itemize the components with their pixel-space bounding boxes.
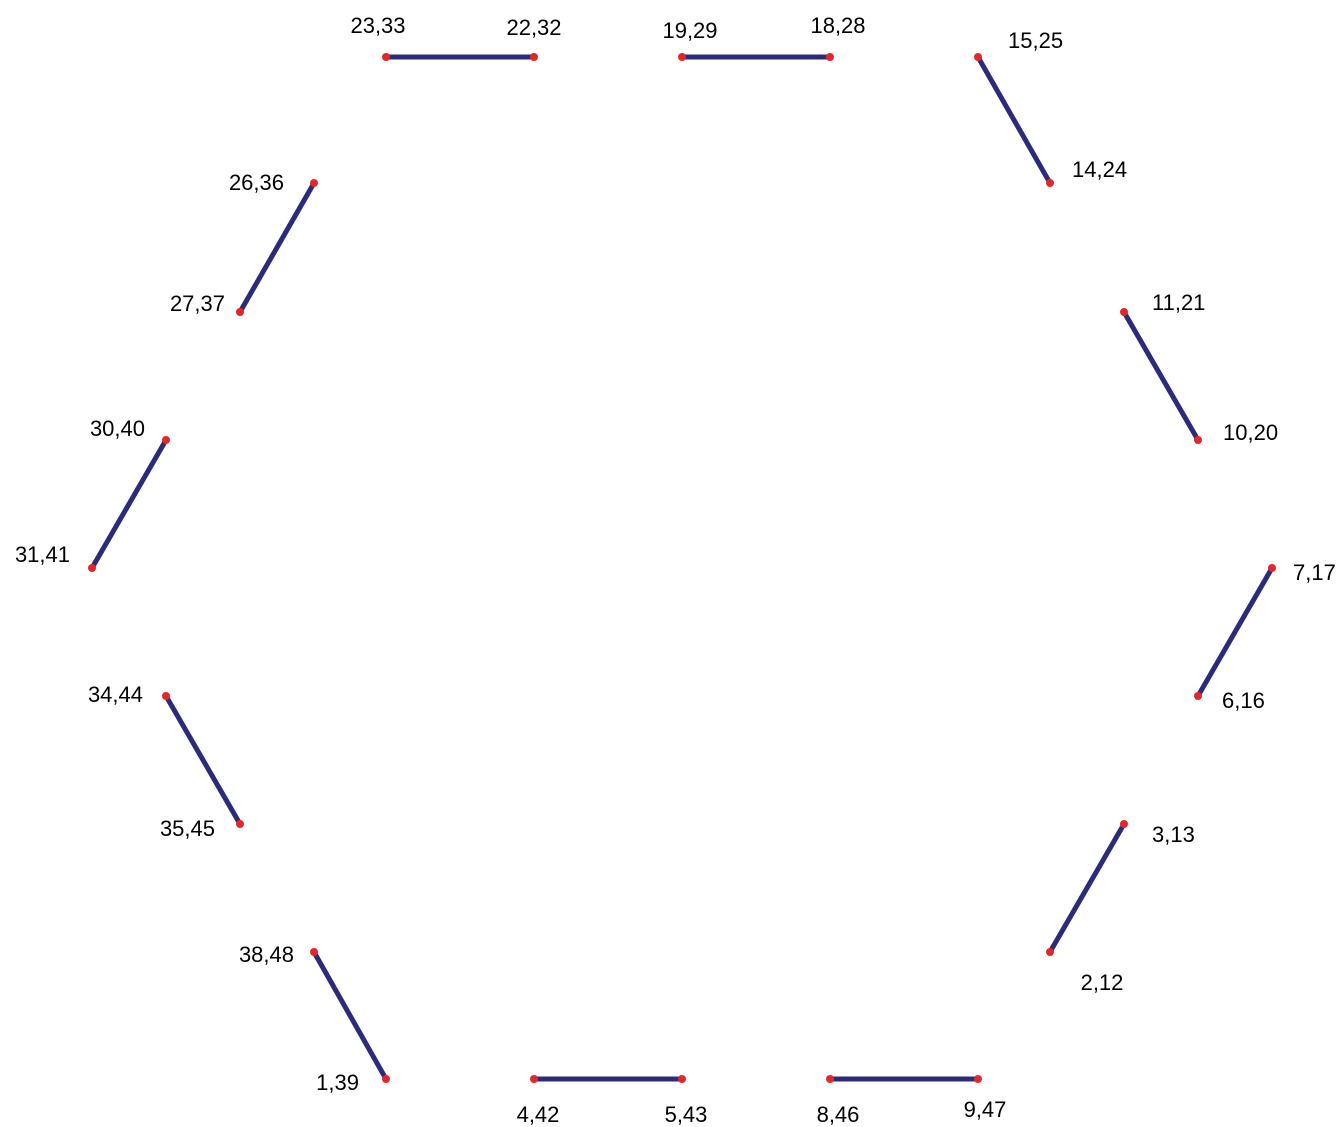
node-dot-n31_41 <box>88 564 96 572</box>
node-dot-n5_43 <box>678 1075 686 1083</box>
node-label-n4_42: 4,42 <box>517 1102 560 1127</box>
edge-n31_41-n30_40 <box>89 438 169 570</box>
node-label-n34_44: 34,44 <box>88 682 143 707</box>
node-dot-n14_24 <box>1046 179 1054 187</box>
node-dot-n19_29 <box>678 53 686 61</box>
node-dot-n2_12 <box>1046 948 1054 956</box>
edge-n11_21-n10_20 <box>1121 310 1201 442</box>
node-label-n9_47: 9,47 <box>964 1097 1007 1122</box>
node-label-n31_41: 31,41 <box>15 542 70 567</box>
node-label-n10_20: 10,20 <box>1223 420 1278 445</box>
node-label-n11_21: 11,21 <box>1152 290 1205 315</box>
node-label-n19_29: 19,29 <box>662 18 717 43</box>
edge-n3_13-n2_12 <box>1047 822 1127 954</box>
node-dot-n1_39 <box>382 1075 390 1083</box>
node-label-n23_33: 23,33 <box>350 13 405 38</box>
node-label-n38_48: 38,48 <box>239 942 294 967</box>
node-label-n14_24: 14,24 <box>1072 157 1127 182</box>
node-label-n2_12: 2,12 <box>1081 970 1124 995</box>
node-dot-n23_33 <box>382 53 390 61</box>
edge-n15_25-n14_24 <box>975 55 1053 185</box>
node-label-n1_39: 1,39 <box>316 1070 359 1095</box>
node-dot-n35_45 <box>236 820 244 828</box>
node-dot-n6_16 <box>1194 692 1202 700</box>
node-dot-n10_20 <box>1194 436 1202 444</box>
node-label-n7_17: 7,17 <box>1293 560 1336 585</box>
node-label-n26_36: 26,36 <box>229 170 284 195</box>
nodes-layer <box>88 53 1276 1083</box>
node-label-n5_43: 5,43 <box>665 1102 708 1127</box>
node-dot-n26_36 <box>310 179 318 187</box>
node-dot-n30_40 <box>162 436 170 444</box>
node-label-n22_32: 22,32 <box>506 15 561 40</box>
edges-layer <box>89 54 1275 1082</box>
edge-n35_45-n34_44 <box>163 694 243 826</box>
node-label-n6_16: 6,16 <box>1222 688 1265 713</box>
node-label-n3_13: 3,13 <box>1152 822 1195 847</box>
node-dot-n11_21 <box>1120 308 1128 316</box>
node-label-n8_46: 8,46 <box>817 1102 860 1127</box>
node-dot-n18_28 <box>826 53 834 61</box>
node-label-n15_25: 15,25 <box>1008 28 1063 53</box>
node-dot-n9_47 <box>974 1075 982 1083</box>
node-dot-n22_32 <box>530 53 538 61</box>
node-dot-n15_25 <box>974 53 982 61</box>
node-dot-n3_13 <box>1120 820 1128 828</box>
node-dot-n27_37 <box>236 308 244 316</box>
node-label-n27_37: 27,37 <box>170 291 225 316</box>
edge-n7_17-n6_16 <box>1195 566 1275 698</box>
node-dot-n34_44 <box>162 692 170 700</box>
node-dot-n7_17 <box>1268 564 1276 572</box>
node-dot-n8_46 <box>826 1075 834 1083</box>
node-dot-n4_42 <box>530 1075 538 1083</box>
node-label-n35_45: 35,45 <box>160 816 215 841</box>
labels-layer: 23,33 22,32 19,29 18,28 15,25 14,24 11,21 10,20… <box>15 13 1336 1127</box>
edge-n27_37-n26_36 <box>237 181 317 314</box>
node-label-n30_40: 30,40 <box>90 416 145 441</box>
edge-n1_39-n38_48 <box>311 950 389 1081</box>
node-dot-n38_48 <box>310 948 318 956</box>
node-label-n18_28: 18,28 <box>810 13 865 38</box>
